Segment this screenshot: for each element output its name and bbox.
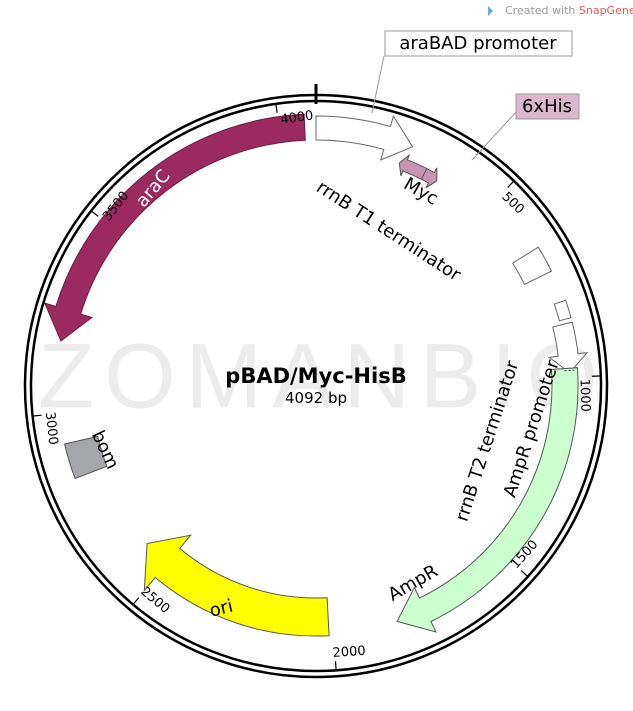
tick bbox=[334, 661, 337, 670]
plasmid-name: pBAD/Myc-HisB bbox=[225, 364, 406, 388]
AmpR bbox=[396, 367, 579, 633]
AmpR-promoter bbox=[547, 321, 589, 374]
tick bbox=[133, 597, 140, 605]
branding-name: SnapGene® bbox=[579, 4, 633, 17]
branding-prefix: Created with bbox=[505, 4, 575, 17]
branding: Created with SnapGene® bbox=[488, 4, 633, 17]
araC bbox=[43, 113, 306, 342]
watermark: ZOMANBIO bbox=[38, 325, 598, 427]
plasmid-unit: bp bbox=[328, 389, 347, 407]
tick bbox=[91, 210, 99, 217]
myc bbox=[398, 154, 428, 180]
label-box bbox=[515, 93, 580, 120]
label-box bbox=[384, 30, 573, 57]
tick-label: 4000 bbox=[280, 108, 315, 128]
tick-label: 2000 bbox=[332, 644, 366, 661]
rrnB-T1-terminator bbox=[512, 246, 553, 285]
bom bbox=[64, 435, 108, 480]
feature-label: araBAD promoter bbox=[399, 33, 557, 54]
tick bbox=[33, 414, 42, 417]
branding-icon bbox=[488, 6, 493, 16]
tick-label: 500 bbox=[499, 189, 527, 217]
tick bbox=[275, 104, 278, 113]
plasmid-length: 4092 bbox=[285, 389, 323, 407]
branding-text: Created with SnapGene® bbox=[505, 4, 633, 17]
plasmid-size: 4092 bp bbox=[285, 389, 347, 407]
rrnB-T2-terminator bbox=[553, 299, 572, 322]
leader bbox=[371, 55, 385, 114]
tick-label: 3000 bbox=[42, 411, 60, 446]
divider bbox=[564, 369, 575, 372]
feature-label: 6xHis bbox=[522, 96, 572, 117]
feature-label: rrnB T1 terminator bbox=[313, 177, 465, 286]
tick bbox=[507, 181, 514, 188]
tick bbox=[520, 570, 528, 577]
leader bbox=[471, 111, 517, 161]
araBAD-promoter bbox=[315, 114, 414, 161]
tick-label: 1000 bbox=[576, 379, 592, 413]
ori bbox=[143, 534, 330, 637]
